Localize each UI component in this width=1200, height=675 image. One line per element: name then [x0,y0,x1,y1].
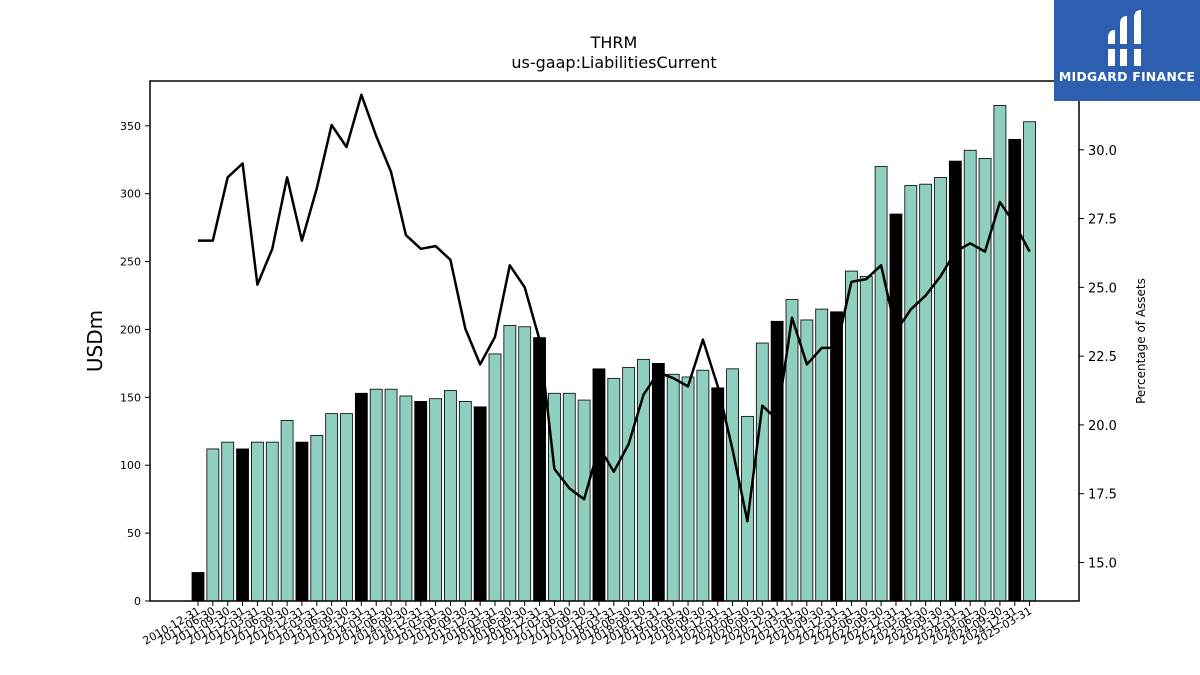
bar-2013-06-30 [325,413,339,602]
bar-2022-12-31 [889,213,903,602]
bar-2024-03-31 [963,149,977,602]
bar-2023-09-30 [934,176,947,602]
bar-2019-06-30 [681,376,695,602]
bar-2017-12-31 [592,368,606,602]
bar-2019-03-31 [666,373,680,602]
y-tick-label: 350 [120,120,141,133]
y-tick-label: 50 [127,527,141,540]
y-tick-label: 250 [120,256,141,269]
y-axis-ticks: 0 50 100 150 200 250 300 350 [120,120,150,608]
brand-logo: MIDGARD FINANCE [1054,0,1200,101]
bar-2020-12-31 [770,320,784,602]
bar-2022-06-30 [859,276,873,602]
right-tick-label: 30.0 [1088,144,1117,159]
bar-2024-12-31 [1008,138,1022,602]
bar-2017-06-30 [562,392,576,602]
bar-2022-09-30 [874,166,888,602]
bar-2020-03-31 [726,368,739,602]
bar-2011-09-30 [221,441,235,602]
bar-2015-03-31 [429,398,443,602]
plot-frame [149,80,1080,602]
x-axis-ticks: 2010-12-312011-06-302011-09-302011-12-31… [141,601,1034,648]
bar-2013-09-30 [340,413,353,602]
bar-2012-09-30 [280,420,294,602]
bar-2015-06-30 [444,390,457,602]
bar-2015-12-31 [473,406,487,602]
bar-2022-03-31 [845,270,858,602]
bar-2023-12-31 [948,160,962,602]
bar-2011-12-31 [236,448,249,602]
bar-2010-12-31 [191,572,205,602]
bar-2013-12-31 [354,392,368,602]
y-tick-label: 300 [120,188,141,201]
right-axis-ticks: 15.0 17.5 20.0 22.5 25.0 27.5 30.0 [1079,144,1117,571]
right-tick-label: 15.0 [1088,556,1117,571]
bar-2020-09-30 [755,342,769,602]
y-tick-label: 0 [134,595,141,608]
bar-2018-12-31 [651,363,665,602]
line-series [198,93,1031,523]
bar-2019-09-30 [696,369,710,602]
bar-2011-06-30 [206,448,220,602]
bar-2024-06-30 [978,157,992,602]
bar-2012-03-31 [250,441,264,602]
bar-2016-03-31 [488,353,502,602]
bar-2025-03-31 [1023,121,1036,602]
bar-2018-06-30 [622,367,636,602]
bar-2023-06-30 [919,183,933,602]
midgard-logo-icon [1108,10,1141,66]
y-tick-label: 150 [120,391,141,404]
bar-2019-12-31 [711,387,725,602]
y-tick-label: 200 [120,323,141,336]
bar-2017-09-30 [577,399,591,602]
y-axis-label: USDm [83,310,107,372]
bar-2020-06-30 [741,415,754,602]
right-tick-label: 27.5 [1088,213,1117,228]
bar-2014-12-31 [414,401,428,602]
right-axis-label: Percentage of Assets [1134,278,1148,404]
bar-2023-03-31 [904,185,918,602]
bar-2015-09-30 [458,401,472,602]
bar-2014-03-31 [369,388,383,602]
right-tick-label: 17.5 [1088,488,1117,503]
logo-text: MIDGARD FINANCE [1058,69,1196,84]
bar-2024-09-30 [993,105,1007,602]
bar-2012-06-30 [265,441,279,602]
chart-title: THRM [590,33,638,52]
bar-2016-09-30 [518,326,532,602]
right-tick-label: 22.5 [1088,350,1117,365]
chart-subtitle: us-gaap:LiabilitiesCurrent [511,53,716,72]
right-tick-label: 25.0 [1088,281,1117,296]
bar-2013-03-31 [310,434,324,602]
bar-2012-12-31 [295,441,309,602]
bar-2014-09-30 [399,395,413,602]
percentage-line [198,93,1031,523]
bar-2018-03-31 [607,377,621,602]
bar-2021-12-31 [830,311,843,602]
y-tick-label: 100 [120,459,141,472]
bar-2016-06-30 [503,324,517,602]
right-tick-label: 20.0 [1088,419,1117,434]
bar-2014-06-30 [384,388,398,602]
